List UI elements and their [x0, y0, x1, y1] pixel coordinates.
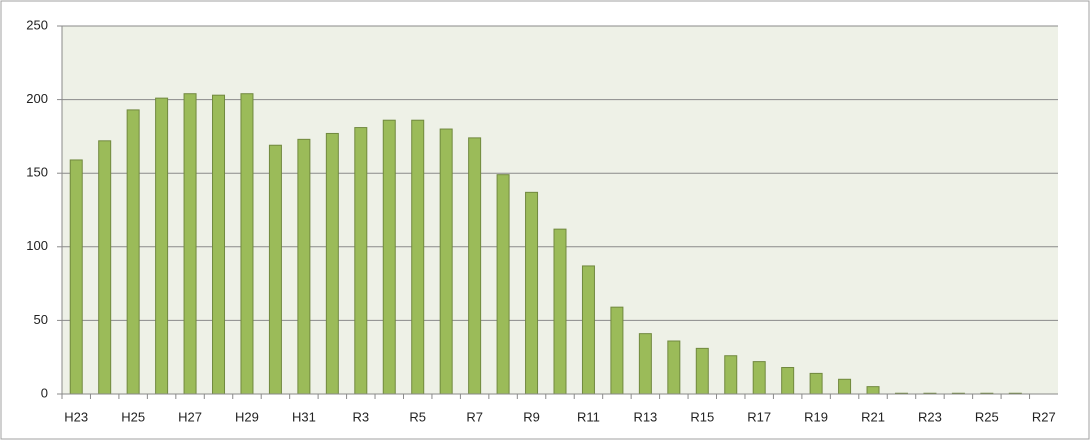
x-tick-label: H29	[235, 409, 259, 424]
bar	[866, 386, 880, 395]
x-tick-label: H27	[178, 409, 202, 424]
x-tick-label: R21	[861, 409, 885, 424]
bar	[297, 138, 311, 395]
x-tick-label: R27	[1032, 409, 1056, 424]
x-tick-label: R15	[690, 409, 714, 424]
bar	[411, 119, 425, 395]
y-tick-label: 0	[41, 385, 48, 400]
x-tick-label: H23	[64, 409, 88, 424]
x-tick-label: R11	[577, 409, 600, 424]
x-tick-label: H31	[292, 409, 316, 424]
x-tick-label: R25	[975, 409, 999, 424]
x-tick-label: H25	[121, 409, 145, 424]
y-tick-label: 200	[26, 91, 48, 106]
bar	[496, 174, 510, 395]
bar	[212, 94, 226, 395]
bar	[781, 367, 795, 395]
y-tick-label: 250	[26, 17, 48, 32]
bar	[724, 355, 738, 395]
bar	[667, 340, 681, 395]
y-tick-label: 150	[26, 165, 48, 180]
bar	[354, 127, 368, 395]
x-tick-label: R23	[918, 409, 942, 424]
x-tick-label: R7	[466, 409, 483, 424]
x-tick-label: R19	[804, 409, 828, 424]
bar	[610, 306, 624, 395]
bar	[69, 159, 83, 395]
bar	[638, 333, 652, 395]
bar	[525, 191, 539, 395]
bar	[439, 128, 453, 395]
x-tick-label: R5	[409, 409, 426, 424]
x-tick-label: R13	[633, 409, 657, 424]
x-tick-label: R17	[747, 409, 771, 424]
bar	[126, 109, 140, 395]
bar	[155, 97, 169, 395]
bar	[98, 140, 112, 395]
bar	[809, 372, 823, 395]
y-tick-label: 100	[26, 238, 48, 253]
bar	[268, 144, 282, 395]
bar	[240, 93, 254, 395]
bar	[581, 265, 595, 395]
bar	[468, 137, 482, 395]
x-tick-label: R9	[523, 409, 540, 424]
bar	[752, 361, 766, 395]
bar	[183, 93, 197, 395]
bar	[553, 228, 567, 395]
y-tick-label: 50	[34, 312, 48, 327]
bar	[695, 347, 709, 395]
bar	[838, 378, 852, 395]
bar	[382, 119, 396, 395]
x-tick-label: R3	[352, 409, 369, 424]
bar	[325, 132, 339, 395]
